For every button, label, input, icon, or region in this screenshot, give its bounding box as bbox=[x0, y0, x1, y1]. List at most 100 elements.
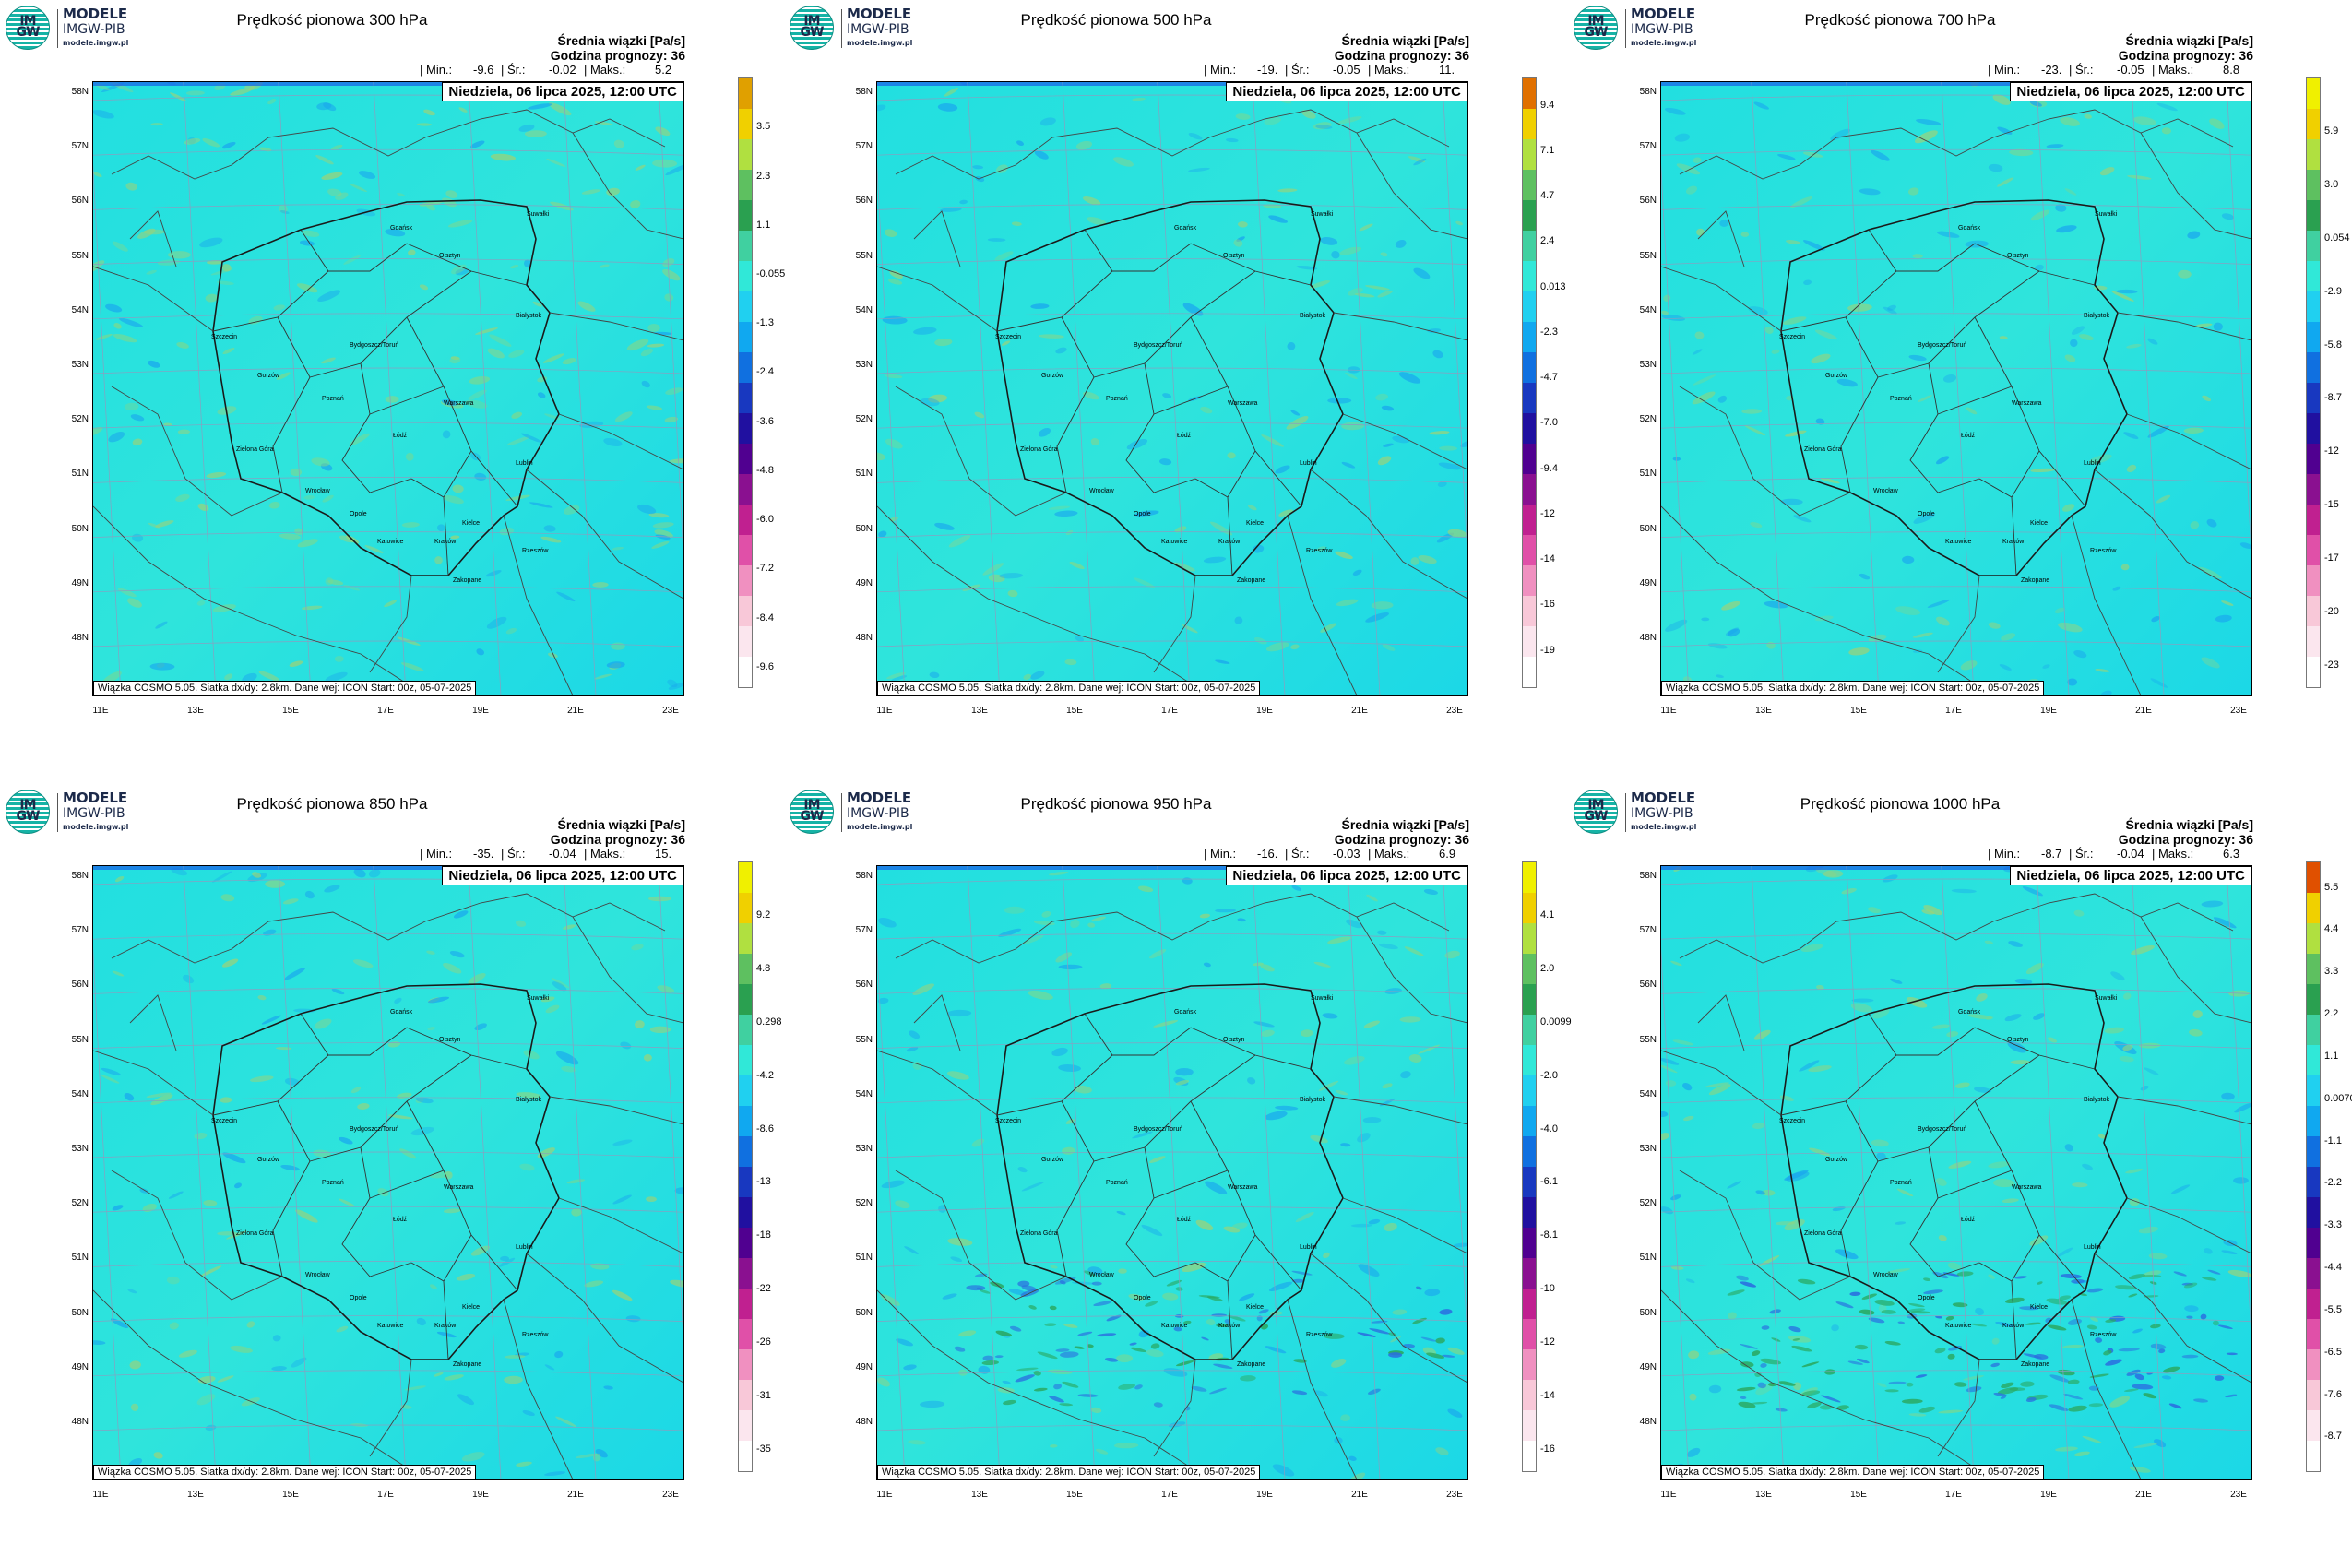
lat-tick-label: 54N bbox=[71, 1088, 89, 1099]
colorbar-segment bbox=[2307, 626, 2320, 657]
colorbar-segment bbox=[2307, 893, 2320, 923]
colorbar-label: -9.4 bbox=[1540, 462, 1558, 474]
colorbar-segment bbox=[1523, 1289, 1536, 1319]
lon-tick-label: 23E bbox=[662, 1490, 679, 1500]
colorbar-segment bbox=[1523, 200, 1536, 231]
colorbar-label: -7.2 bbox=[756, 563, 774, 575]
colorbar-segment bbox=[2307, 1045, 2320, 1075]
lat-tick-label: 48N bbox=[71, 633, 89, 643]
lat-tick-label: 58N bbox=[71, 871, 89, 881]
city-label: Olsztyn bbox=[2007, 253, 2029, 259]
colorbar bbox=[738, 861, 753, 1472]
lat-tick-label: 48N bbox=[1639, 633, 1657, 643]
colorbar-segment bbox=[1523, 1167, 1536, 1197]
lon-tick-label: 11E bbox=[876, 706, 893, 716]
model-footer: Wiązka COSMO 5.05. Siatka dx/dy: 2.8km. … bbox=[877, 681, 1261, 695]
colorbar-segment bbox=[2307, 657, 2320, 687]
colorbar-segment bbox=[2307, 261, 2320, 291]
model-footer: Wiązka COSMO 5.05. Siatka dx/dy: 2.8km. … bbox=[1661, 1465, 2045, 1479]
forecast-map: Gdańsk Olsztyn Suwałki Szczecin Białystok Byd… bbox=[876, 81, 1468, 696]
lat-tick-label: 48N bbox=[71, 1417, 89, 1427]
logo-line2: IMGW-PIB bbox=[63, 806, 125, 821]
max-label: | Maks.: bbox=[584, 63, 626, 77]
city-label: Warszawa bbox=[1228, 1184, 1258, 1191]
city-label: Rzeszów bbox=[2090, 548, 2117, 554]
colorbar-segment bbox=[2307, 505, 2320, 535]
city-label: Lublin bbox=[516, 460, 533, 467]
forecast-date: Niedziela, 06 lipca 2025, 12:00 UTC bbox=[1226, 82, 1467, 101]
forecast-date: Niedziela, 06 lipca 2025, 12:00 UTC bbox=[2010, 82, 2251, 101]
forecast-map: Gdańsk Olsztyn Suwałki Szczecin Białystok Byd… bbox=[876, 865, 1468, 1480]
city-label: Katowice bbox=[1945, 1323, 1972, 1329]
colorbar-segment bbox=[2307, 474, 2320, 505]
lat-tick-label: 54N bbox=[1639, 304, 1657, 315]
logo-line1: MODELE bbox=[847, 790, 912, 806]
city-label: Białystok bbox=[516, 1097, 542, 1103]
colorbar-segment bbox=[1523, 954, 1536, 984]
colorbar-segment bbox=[739, 1349, 752, 1380]
colorbar-segment bbox=[2307, 322, 2320, 352]
colorbar-segment bbox=[739, 139, 752, 170]
lon-tick-label: 13E bbox=[187, 1490, 204, 1500]
colorbar-segment bbox=[2307, 954, 2320, 984]
colorbar-segment bbox=[739, 984, 752, 1015]
model-footer: Wiązka COSMO 5.05. Siatka dx/dy: 2.8km. … bbox=[93, 681, 477, 695]
lon-tick-label: 13E bbox=[187, 706, 204, 716]
colorbar-segment bbox=[2307, 291, 2320, 322]
lat-tick-label: 50N bbox=[1639, 1307, 1657, 1318]
logo-line2: IMGW-PIB bbox=[1631, 22, 1693, 37]
logo-separator bbox=[1625, 9, 1626, 48]
city-label: Opole bbox=[1134, 511, 1151, 517]
mean-value: -0.04 bbox=[549, 847, 576, 861]
lat-tick-label: 51N bbox=[855, 1253, 873, 1264]
colorbar-segment bbox=[2307, 444, 2320, 474]
lat-tick-label: 50N bbox=[1639, 523, 1657, 534]
model-footer: Wiązka COSMO 5.05. Siatka dx/dy: 2.8km. … bbox=[93, 1465, 477, 1479]
lon-tick-label: 23E bbox=[2230, 1490, 2247, 1500]
colorbar-segment bbox=[1523, 596, 1536, 626]
colorbar-label: -4.2 bbox=[756, 1069, 774, 1081]
colorbar-segment bbox=[2307, 1136, 2320, 1167]
lon-tick-label: 15E bbox=[1850, 1490, 1867, 1500]
lon-tick-label: 11E bbox=[1660, 706, 1677, 716]
colorbar-segment bbox=[2307, 1349, 2320, 1380]
city-label: Bydgoszcz/Toruń bbox=[1918, 1126, 1967, 1133]
colorbar-segment bbox=[1523, 474, 1536, 505]
city-label: Łódź bbox=[1177, 1217, 1192, 1223]
imgw-disc-icon bbox=[1574, 6, 1618, 50]
colorbar-segment bbox=[2307, 565, 2320, 596]
colorbar-label: -5.8 bbox=[2324, 339, 2342, 350]
colorbar-label: 0.298 bbox=[756, 1016, 782, 1028]
colorbar-segment bbox=[1523, 413, 1536, 444]
city-label: Poznań bbox=[1890, 396, 1912, 402]
lat-tick-label: 56N bbox=[1639, 980, 1657, 991]
forecast-hour: Godzina prognozy: 36 bbox=[2118, 832, 2253, 847]
city-label: Katowice bbox=[1161, 539, 1188, 545]
lon-tick-label: 19E bbox=[472, 706, 489, 716]
logo-disc-text: IM GW bbox=[1584, 798, 1609, 824]
city-label: Szczecin bbox=[211, 1118, 238, 1124]
city-label: Kraków bbox=[2002, 539, 2025, 545]
colorbar-label: -2.0 bbox=[1540, 1069, 1558, 1081]
lon-tick-label: 19E bbox=[1256, 1490, 1273, 1500]
lat-tick-label: 49N bbox=[1639, 1361, 1657, 1372]
imgw-disc-icon bbox=[790, 790, 834, 834]
colorbar-segment bbox=[739, 1289, 752, 1319]
mean-label: | Śr.: bbox=[501, 847, 526, 861]
colorbar-label: -6.1 bbox=[1540, 1176, 1558, 1188]
lat-tick-label: 50N bbox=[71, 1307, 89, 1318]
city-label: Gdańsk bbox=[390, 225, 413, 232]
mean-value: -0.04 bbox=[2117, 847, 2144, 861]
colorbar-label: -7.6 bbox=[2324, 1388, 2342, 1400]
logo-line1: MODELE bbox=[63, 790, 128, 806]
colorbar-label: 5.5 bbox=[2324, 881, 2339, 893]
logo-line1: MODELE bbox=[1631, 6, 1696, 22]
colorbar-segment bbox=[739, 413, 752, 444]
colorbar-label: -13 bbox=[756, 1176, 771, 1188]
colorbar-segment bbox=[1523, 383, 1536, 413]
colorbar-label: 1.1 bbox=[756, 219, 771, 231]
colorbar-segment bbox=[1523, 78, 1536, 109]
panel-title: Prędkość pionowa 700 hPa bbox=[1804, 11, 1996, 29]
map-background bbox=[93, 866, 683, 1479]
city-label: Bydgoszcz/Toruń bbox=[1918, 342, 1967, 349]
